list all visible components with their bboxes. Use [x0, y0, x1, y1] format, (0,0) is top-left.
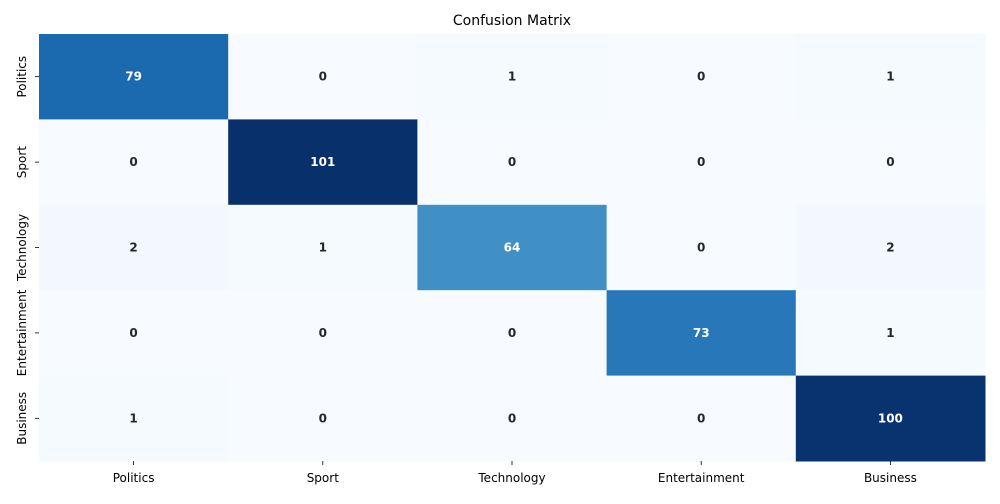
- heatmap-cell: [228, 34, 418, 120]
- cell-value-label: 1: [886, 326, 894, 340]
- cell-value-label: 0: [319, 326, 327, 340]
- y-tick-label: Sport: [15, 146, 29, 179]
- y-tick-label: Technology: [15, 214, 29, 282]
- chart-title: Confusion Matrix: [453, 13, 571, 29]
- cell-value-label: 0: [508, 411, 516, 425]
- cell-value-label: 0: [697, 155, 705, 169]
- heatmap-cell: [606, 204, 797, 291]
- cell-value-label: 0: [508, 155, 516, 169]
- cell-value-label: 64: [504, 241, 521, 255]
- cell-value-label: 0: [319, 411, 327, 425]
- cell-value-label: 1: [319, 241, 327, 255]
- cell-value-label: 2: [886, 241, 894, 255]
- cell-value-label: 0: [697, 241, 705, 255]
- y-axis: Politics Sport Technology Entertainment Busi…: [15, 56, 39, 445]
- heatmap-cell: [39, 34, 229, 120]
- x-tick-label: Technology: [477, 471, 545, 485]
- heatmap-cells: [39, 34, 986, 462]
- heatmap-cell: [606, 375, 797, 462]
- cell-value-label: 79: [125, 70, 142, 84]
- heatmap-cell: [39, 375, 229, 462]
- cell-value-label: 0: [319, 70, 327, 84]
- cell-value-label: 100: [878, 411, 903, 425]
- y-tick-label: Politics: [15, 56, 29, 98]
- y-tick-label: Business: [15, 392, 29, 445]
- cell-value-label: 0: [697, 70, 705, 84]
- cell-value-label: 0: [129, 155, 137, 169]
- cell-value-label: 1: [886, 70, 894, 84]
- x-tick-label: Business: [864, 471, 917, 485]
- cell-value-label: 2: [129, 241, 137, 255]
- y-tick-label: Entertainment: [15, 289, 29, 376]
- cell-value-label: 1: [508, 70, 516, 84]
- heatmap-cell: [795, 34, 986, 120]
- heatmap-cell: [606, 290, 797, 377]
- heatmap-cell: [606, 119, 797, 206]
- x-axis: Politics Sport Technology Entertainment Busi…: [113, 461, 917, 485]
- heatmap-cell: [228, 375, 418, 462]
- heatmap-cell: [228, 290, 418, 377]
- x-tick-label: Entertainment: [658, 471, 745, 485]
- heatmap-cell: [795, 290, 986, 377]
- heatmap-cell: [795, 119, 986, 206]
- heatmap-cell: [795, 375, 986, 462]
- heatmap-cell: [228, 119, 418, 206]
- heatmap-cell: [39, 290, 229, 377]
- cell-value-label: 0: [508, 326, 516, 340]
- heatmap-cell: [39, 204, 229, 291]
- cell-value-labels: 79 0 1 0 10 101 0 0 02 1 64 0 20 0 0 73 11 0 0 0 100: [125, 70, 903, 426]
- cell-value-label: 73: [693, 326, 710, 340]
- heatmap-cell: [417, 375, 608, 462]
- cell-value-label: 0: [129, 326, 137, 340]
- x-tick-label: Politics: [113, 471, 155, 485]
- heatmap-cell: [606, 34, 797, 120]
- heatmap-cell: [795, 204, 986, 291]
- cell-value-label: 0: [697, 411, 705, 425]
- cell-value-label: 0: [886, 155, 894, 169]
- cell-value-label: 101: [310, 155, 335, 169]
- heatmap-cell: [417, 290, 608, 377]
- cell-value-label: 1: [129, 411, 137, 425]
- heatmap-cell: [417, 34, 608, 120]
- x-tick-label: Sport: [307, 471, 340, 485]
- heatmap-cell: [417, 119, 608, 206]
- heatmap-cell: [39, 119, 229, 206]
- heatmap-cell: [228, 204, 418, 291]
- heatmap-cell: [417, 204, 608, 291]
